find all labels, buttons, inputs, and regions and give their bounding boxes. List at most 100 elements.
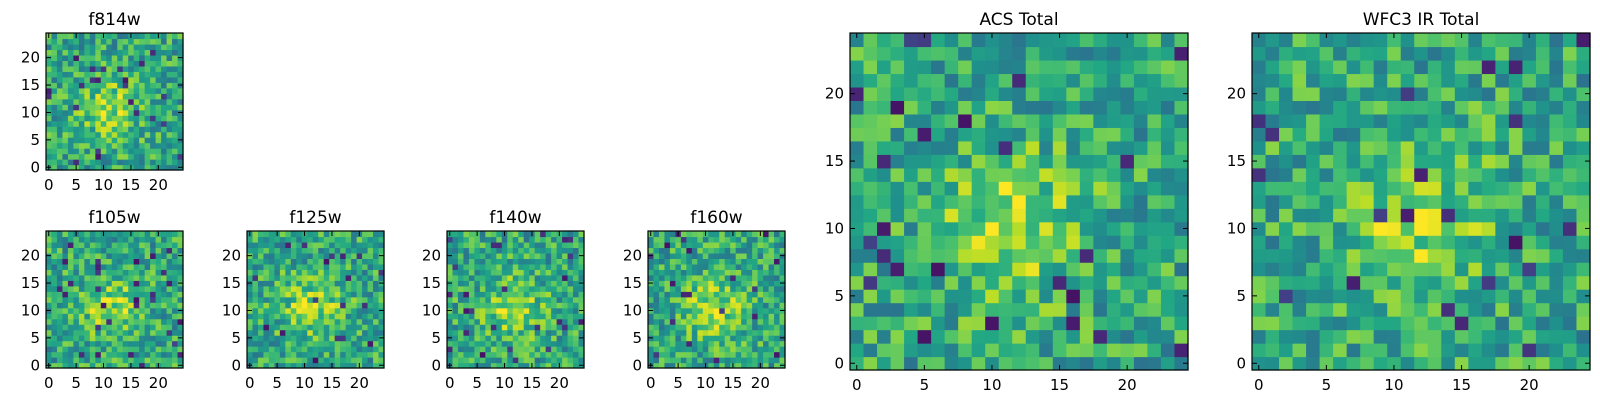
heatmap-cell [1400, 33, 1415, 48]
heatmap-cell [556, 241, 563, 249]
heatmap-cell [1454, 86, 1469, 101]
heatmap-cell [713, 346, 720, 353]
heatmap-cell [172, 120, 179, 127]
heatmap-cell [46, 153, 53, 160]
heatmap-cell [62, 241, 69, 249]
heatmap-cell [1133, 167, 1149, 182]
heatmap-cell [111, 263, 118, 270]
heatmap-cell [551, 362, 558, 369]
heatmap-cell [757, 247, 764, 254]
heatmap-cell [1549, 127, 1564, 142]
heatmap-cell [1400, 289, 1415, 304]
heatmap-cell [768, 231, 775, 238]
heatmap-cell [139, 60, 146, 67]
heatmap-cell [863, 302, 878, 317]
heatmap-cell [573, 241, 580, 249]
heatmap-cell [150, 65, 157, 72]
heatmap-cell [263, 258, 270, 265]
heatmap-cell [67, 164, 74, 171]
heatmap-cell [562, 231, 569, 238]
y-tick-label: 20 [21, 247, 40, 265]
heatmap-cell [1252, 248, 1267, 263]
heatmap-cell [680, 313, 687, 320]
heatmap-cell [648, 263, 655, 270]
heatmap-cell [1252, 221, 1267, 236]
heatmap-cell [161, 71, 168, 78]
heatmap-cell [95, 247, 102, 254]
heatmap-cell [301, 329, 308, 336]
heatmap-cell [318, 318, 325, 325]
heatmap-cell [1252, 181, 1267, 196]
heatmap-cell [285, 351, 292, 358]
heatmap-cell [931, 302, 946, 317]
heatmap-cell [1414, 73, 1429, 88]
heatmap-cell [850, 167, 865, 182]
heatmap-cell [51, 241, 58, 249]
heatmap-cell [1319, 316, 1334, 331]
heatmap-cell [485, 329, 492, 336]
heatmap-cell [95, 93, 102, 100]
heatmap-cell [496, 302, 503, 309]
heatmap-cell [746, 269, 753, 276]
heatmap-cell [166, 65, 173, 72]
heatmap-cell [1079, 194, 1094, 209]
heatmap-cell [95, 258, 102, 265]
heatmap-cell [735, 329, 742, 336]
heatmap-cell [351, 291, 358, 298]
heatmap-cell [318, 335, 325, 342]
heatmap-cell [62, 60, 69, 67]
heatmap-cell [133, 335, 140, 342]
heatmap-cell [279, 362, 286, 369]
heatmap-cell [111, 49, 118, 56]
heatmap-cell [323, 247, 330, 254]
heatmap-cell [931, 248, 946, 263]
heatmap-cell [62, 142, 69, 149]
heatmap-cell [998, 154, 1013, 169]
heatmap-cell [1174, 194, 1189, 209]
heatmap-cell [84, 307, 91, 314]
heatmap-cell [1427, 289, 1442, 304]
heatmap-cell [518, 329, 525, 336]
heatmap-cell [290, 263, 297, 270]
heatmap-cell [1066, 316, 1081, 331]
y-tick-label: 0 [834, 354, 844, 372]
heatmap-cell [1039, 248, 1054, 263]
heatmap-cell [675, 291, 682, 298]
heatmap-cell [479, 258, 486, 265]
heatmap-cell [540, 313, 547, 320]
heatmap-cell [84, 302, 91, 309]
heatmap-cell [1120, 113, 1135, 128]
heatmap-cell [1427, 343, 1442, 358]
heatmap-cell [658, 357, 666, 364]
heatmap-cell [252, 329, 259, 336]
heatmap-cell [1333, 181, 1348, 196]
heatmap-cell [373, 296, 380, 303]
heatmap-cell [144, 131, 151, 138]
heatmap-cell [1373, 194, 1388, 209]
heatmap-cell [161, 49, 168, 56]
heatmap-cell [501, 296, 508, 303]
heatmap-cell [768, 296, 775, 303]
heatmap-cell [1481, 302, 1496, 317]
heatmap-cell [150, 115, 157, 122]
heatmap-cell [768, 241, 775, 249]
heatmap-cell [1039, 289, 1054, 304]
heatmap-cell [56, 340, 64, 347]
heatmap-cell [556, 247, 563, 254]
heatmap-cell [1427, 154, 1442, 169]
heatmap-cell [730, 302, 737, 309]
heatmap-cell [56, 335, 64, 342]
heatmap-cell [1066, 194, 1081, 209]
heatmap-cell [1265, 127, 1280, 142]
heatmap-cell [463, 252, 470, 259]
heatmap-cell [1549, 46, 1564, 61]
heatmap-cell [562, 263, 569, 270]
heatmap-cell [573, 313, 580, 320]
heatmap-cell [757, 335, 764, 342]
heatmap-cell [1039, 221, 1054, 236]
heatmap-cell [768, 291, 775, 298]
x-tick-label: 15 [121, 176, 140, 194]
heatmap-cell [1120, 46, 1135, 61]
heatmap-cell [545, 335, 552, 342]
